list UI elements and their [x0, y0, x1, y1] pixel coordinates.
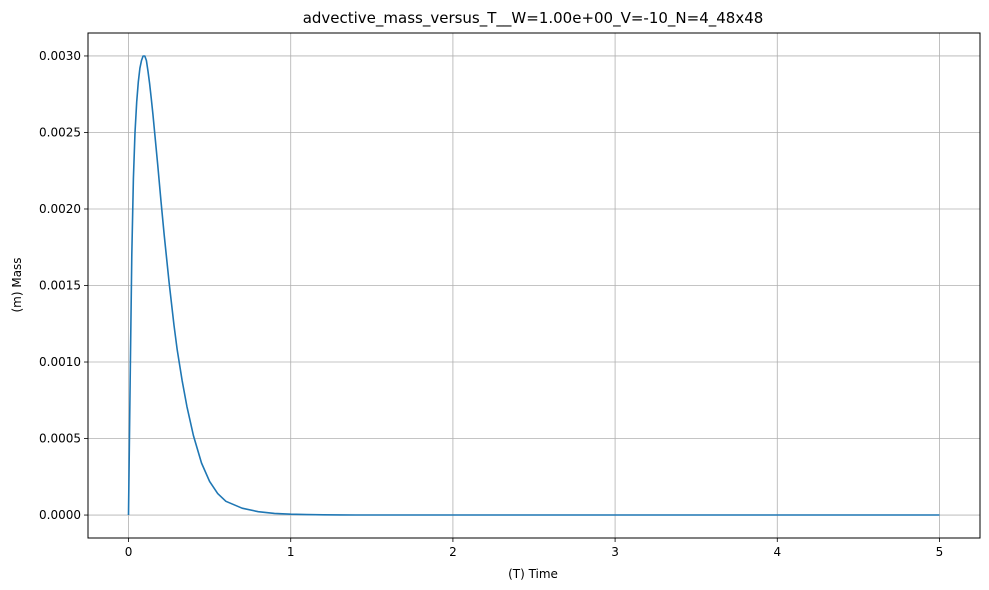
x-axis-label: (T) Time — [508, 567, 558, 581]
y-tick-label: 0.0010 — [39, 355, 81, 369]
x-tick-label: 4 — [773, 545, 781, 559]
y-tick-label: 0.0000 — [39, 508, 81, 522]
x-tick-label: 0 — [125, 545, 133, 559]
y-axis-label: (m) Mass — [10, 257, 24, 312]
y-tick-label: 0.0005 — [39, 432, 81, 446]
x-tick-label: 3 — [611, 545, 619, 559]
y-tick-label: 0.0015 — [39, 279, 81, 293]
y-axis: 0.0000 0.0005 0.0010 0.0015 0.0020 0.0025 0.00… — [39, 49, 88, 522]
y-tick-label: 0.0025 — [39, 125, 81, 139]
y-tick-label: 0.0030 — [39, 49, 81, 63]
chart-title: advective_mass_versus_T__W=1.00e+00_V=-1… — [303, 9, 764, 28]
x-axis: 0 1 2 3 4 5 — [125, 538, 944, 559]
grid — [88, 33, 980, 538]
x-tick-label: 2 — [449, 545, 457, 559]
y-tick-label: 0.0020 — [39, 202, 81, 216]
series-line — [127, 55, 940, 516]
x-tick-label: 5 — [936, 545, 944, 559]
plot-area — [127, 55, 940, 516]
x-tick-label: 1 — [287, 545, 295, 559]
